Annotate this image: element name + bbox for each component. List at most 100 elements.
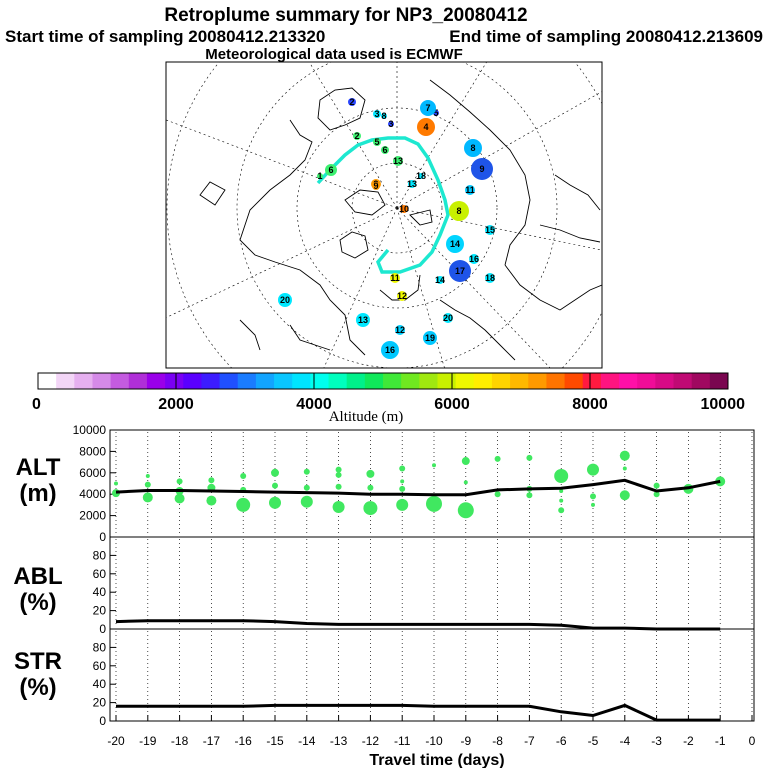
longitude-lines xyxy=(166,62,602,368)
colorbar-cell xyxy=(528,373,547,389)
alt-scatter-point xyxy=(367,484,374,491)
polar-map: 2334578981110914151716182013161219201461… xyxy=(165,61,603,369)
x-axis-label: Travel time (days) xyxy=(369,752,504,768)
map-marker-label: 8 xyxy=(381,111,386,121)
alt-scatter-point xyxy=(559,488,564,493)
x-tick-label: -10 xyxy=(425,734,443,748)
x-tick-label: 0 xyxy=(749,734,756,748)
colorbar-cell xyxy=(637,373,656,389)
x-tick-label: -2 xyxy=(683,734,694,748)
map-marker-label: 1 xyxy=(317,171,322,181)
alt-scatter-point xyxy=(176,478,183,485)
abl-y-tick-label: 20 xyxy=(93,604,107,618)
source-markers: 2334578981110914151716182013161219201461… xyxy=(278,97,495,359)
colorbar-cell xyxy=(128,373,148,389)
alt-y-tick-label: 0 xyxy=(99,530,106,544)
x-tick-label: -13 xyxy=(330,734,348,748)
map-marker xyxy=(471,158,493,180)
x-tick-label: -20 xyxy=(107,734,125,748)
str-y-tick-label: 60 xyxy=(93,659,107,673)
colorbar-tick-label: 6000 xyxy=(434,396,470,413)
map-marker-label: 18 xyxy=(416,171,426,181)
colorbar-cell xyxy=(237,373,257,389)
x-tick-label: -18 xyxy=(171,734,189,748)
colorbar-tick-label: 0 xyxy=(32,396,41,413)
x-tick-label: -11 xyxy=(394,734,411,748)
x-tick-label: -6 xyxy=(556,734,567,748)
colorbar-cell xyxy=(619,373,638,389)
alt-scatter-point xyxy=(715,476,726,487)
alt-scatter-point xyxy=(269,496,281,509)
colorbar-cell xyxy=(274,373,293,389)
colorbar-cell xyxy=(292,373,311,389)
alt-scatter-point xyxy=(114,481,118,486)
colorbar-label: Altitude (m) xyxy=(329,409,404,425)
str-panel-unit: (%) xyxy=(19,674,56,701)
alt-scatter-point xyxy=(653,482,660,489)
str-line xyxy=(116,703,721,722)
x-tick-label: -16 xyxy=(235,734,253,748)
x-tick-label: -9 xyxy=(460,734,471,748)
abl-y-tick-label: 80 xyxy=(93,548,107,562)
map-marker xyxy=(420,100,436,116)
map-marker xyxy=(388,121,394,127)
map-marker-label: 13 xyxy=(358,315,368,325)
alt-scatter-point xyxy=(559,498,564,503)
alt-scatter-point xyxy=(300,495,313,508)
trajectory-path xyxy=(316,136,450,274)
map-marker xyxy=(449,201,469,221)
alt-scatter-point xyxy=(619,450,630,461)
alt-scatter-point xyxy=(396,498,409,511)
map-marker xyxy=(400,205,408,213)
x-axis: -20 -19 -18 -17 -16 -15 -14 -13 -12 -11 -10 -9 -8 -7-… xyxy=(107,715,756,748)
colorbar-cell xyxy=(56,373,75,389)
map-marker-label: 13 xyxy=(407,179,417,189)
map-marker-label: 11 xyxy=(390,273,400,283)
map-marker xyxy=(372,182,380,190)
alt-scatter-point xyxy=(591,502,595,507)
colorbar-cell xyxy=(92,373,112,389)
map-marker xyxy=(381,113,387,119)
map-marker xyxy=(465,185,475,195)
map-marker-label: 4 xyxy=(423,122,428,132)
end-time-label: End time of sampling 20080412.213609 xyxy=(449,27,763,46)
map-marker-label: 5 xyxy=(374,137,379,147)
map-marker-label: 11 xyxy=(465,185,475,195)
alt-scatter-point xyxy=(463,480,468,485)
x-tick-label: -7 xyxy=(524,734,535,748)
map-marker xyxy=(373,110,381,118)
map-marker xyxy=(317,173,323,179)
abl-y-tick-label: 60 xyxy=(93,567,107,581)
map-marker xyxy=(373,138,381,146)
alt-y-tick-label: 10000 xyxy=(73,423,107,437)
alt-scatter-point xyxy=(272,482,278,489)
alt-scatter-point xyxy=(399,465,406,472)
alt-scatter-point xyxy=(208,477,215,484)
abl-panel: ABL (%) 0 20 40 60 80 xyxy=(13,536,755,636)
alt-scatter-point xyxy=(399,485,406,492)
map-marker xyxy=(417,118,435,136)
map-marker xyxy=(395,325,405,335)
alt-scatter-point xyxy=(400,479,405,484)
alt-scatter-point xyxy=(363,501,378,516)
alt-scatter-point xyxy=(619,490,630,501)
map-marker-label: 20 xyxy=(280,295,290,305)
alt-scatter-point xyxy=(587,463,599,476)
x-tick-label: -3 xyxy=(651,734,662,748)
alt-scatter-point xyxy=(145,474,150,479)
map-marker-label: 9 xyxy=(373,181,378,191)
str-y-tick-label: 80 xyxy=(93,640,107,654)
alt-scatter-point xyxy=(240,473,247,480)
map-marker-label: 16 xyxy=(469,254,479,264)
colorbar-tick-label: 2000 xyxy=(158,396,194,413)
map-marker xyxy=(408,180,416,188)
map-marker-label: 19 xyxy=(425,333,435,343)
alt-scatter-point xyxy=(494,491,501,498)
colorbar-cell xyxy=(183,373,202,389)
map-marker xyxy=(278,293,292,307)
x-tick-label: -12 xyxy=(362,734,380,748)
colorbar-cell xyxy=(38,373,57,389)
map-marker-label: 20 xyxy=(443,313,453,323)
colorbar-cell xyxy=(165,373,184,389)
